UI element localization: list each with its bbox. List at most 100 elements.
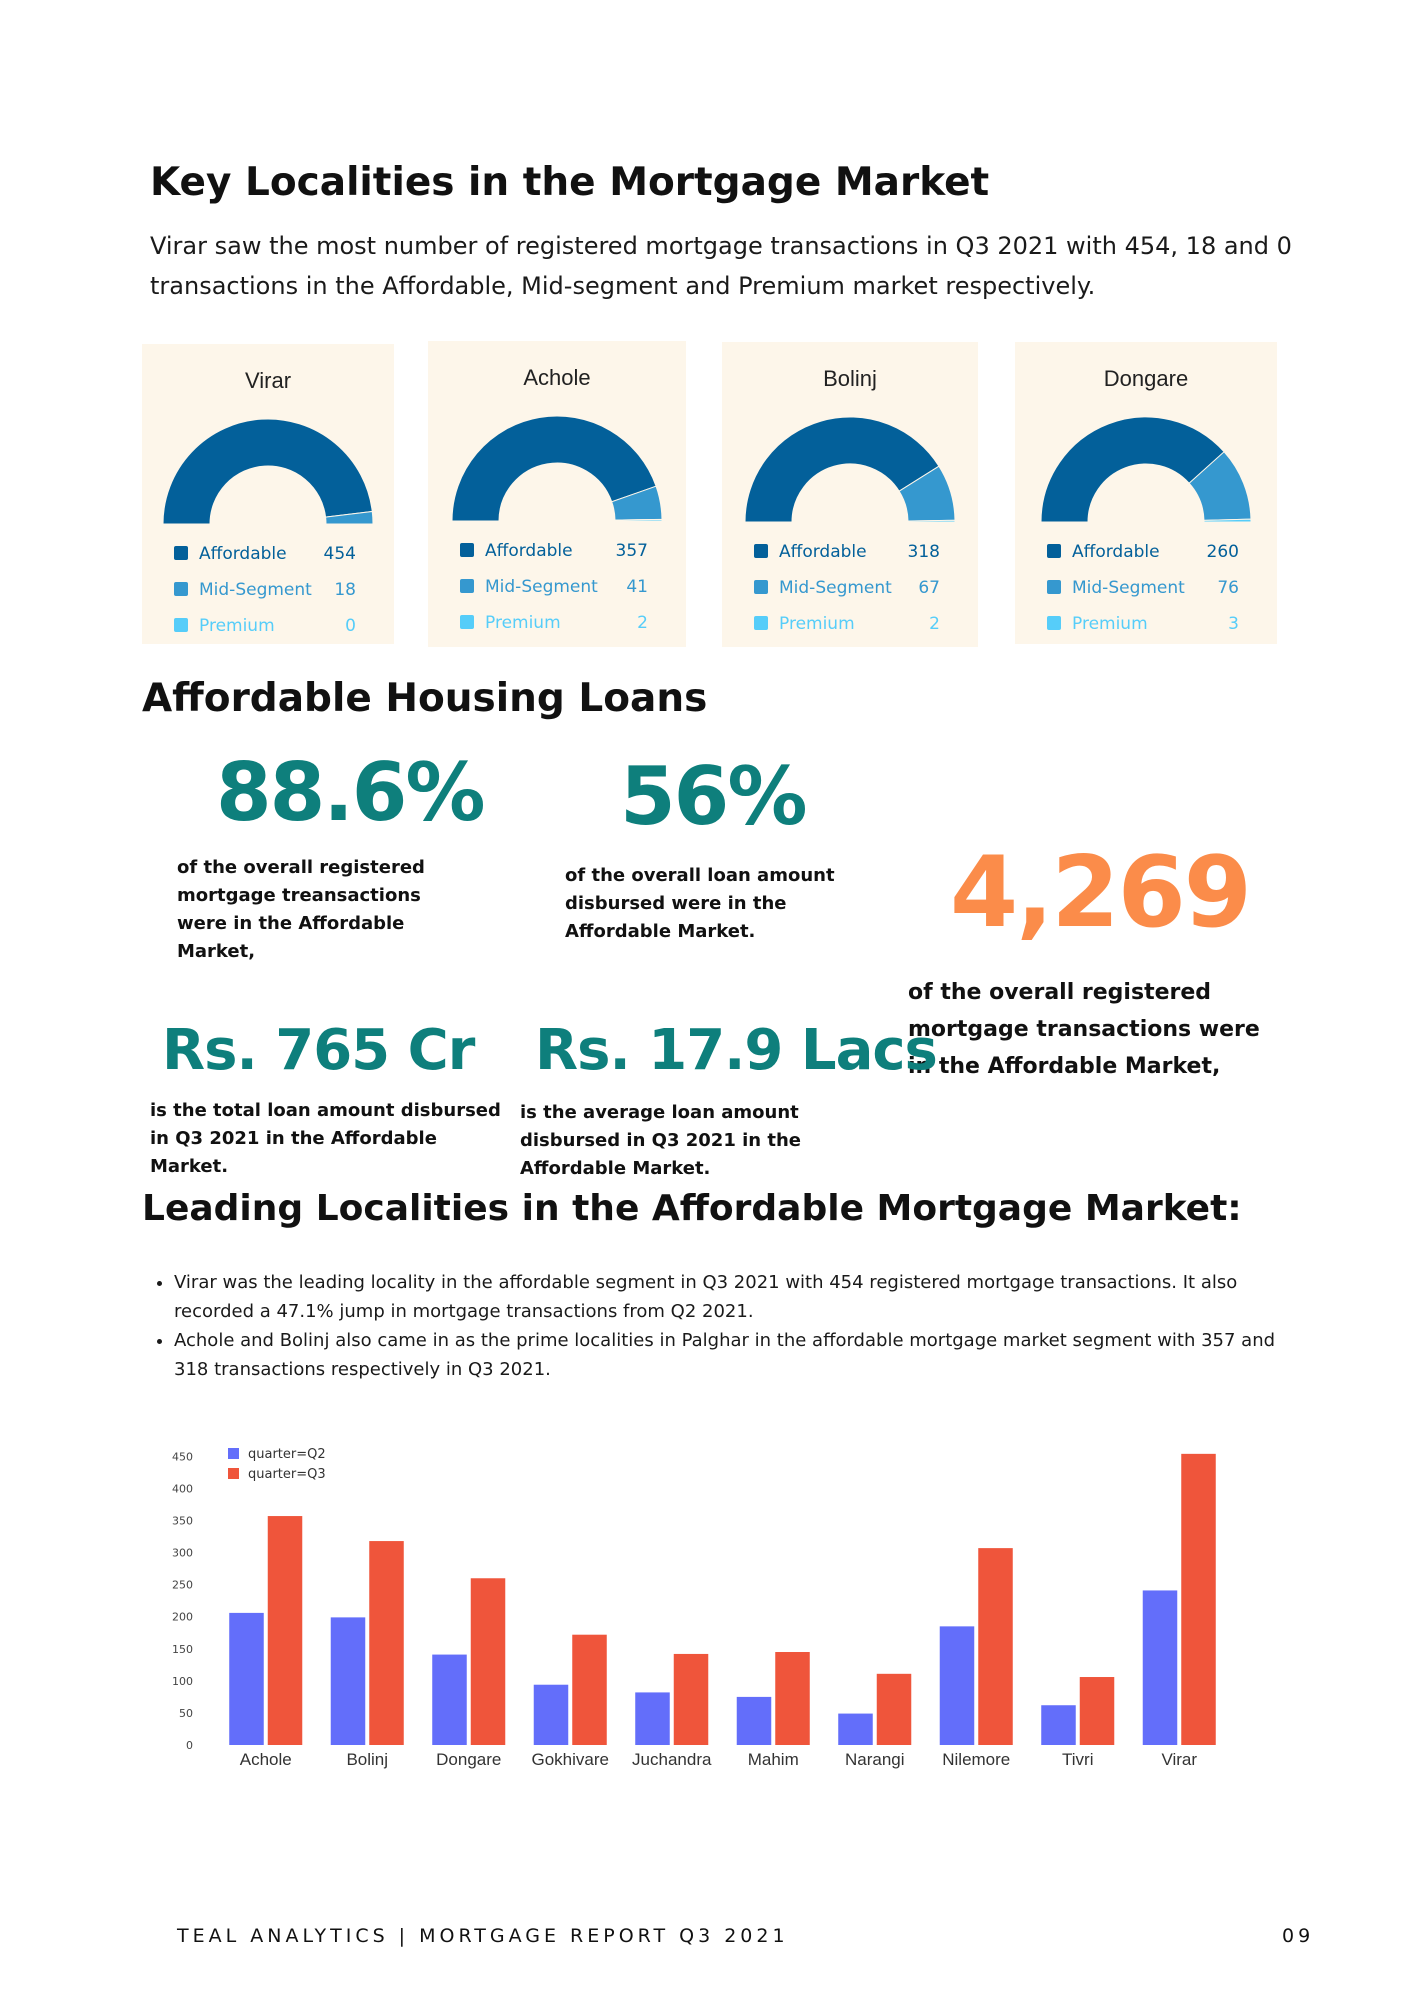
legend-value: 2 [637,613,648,633]
chart-legend-label: quarter=Q2 [248,1447,326,1462]
legend-swatch [754,544,768,558]
gauge-segment-premium [1203,518,1252,523]
locality-card: Virar Affordable 454 Mid-Segment 18 Premium 0 [142,344,394,644]
section-intro: Virar saw the most number of registered … [150,232,1292,300]
stat-text-share-transactions: of the overall registered mortgage trean… [177,857,425,962]
legend-label: Mid-Segment [779,578,892,598]
y-tick-label: 400 [172,1482,193,1495]
bar-nilemore-q3 [978,1548,1013,1745]
stat-text-total-loan: is the total loan amount disbursed in Q3… [150,1100,501,1177]
y-tick-label: 250 [172,1579,193,1592]
legend-swatch [754,616,768,630]
locality-card-title: Achole [523,365,590,390]
y-tick-label: 300 [172,1547,193,1560]
x-tick-label: Narangi [845,1750,905,1769]
bar-dongare-q2 [432,1654,467,1745]
bar-bolinj-q2 [330,1617,366,1745]
gauge-segment-affordable [1040,416,1225,523]
x-tick-label: Nilemore [942,1750,1010,1769]
x-tick-label: Mahim [748,1750,799,1769]
section-title-leading-localities: Leading Localities in the Affordable Mor… [142,1188,1242,1229]
legend-label: Premium [1072,614,1148,634]
bar-virar-q3 [1181,1453,1216,1745]
legend-value: 18 [334,580,356,600]
x-tick-label: Juchandra [632,1750,712,1769]
locality-card: Achole Affordable 357 Mid-Segment 41 Premium 2 [428,341,686,647]
locality-card: Bolinj Affordable 318 Mid-Segment 67 Premium 2 [722,342,978,647]
legend-value: 318 [908,542,940,562]
legend-value: 3 [1228,614,1239,634]
gauge-segment-premium [907,519,956,523]
bar-achole-q2 [229,1612,264,1745]
x-tick-label: Gokhivare [532,1750,609,1769]
legend-label: Affordable [199,544,287,564]
legend-label: Mid-Segment [1072,578,1185,598]
chart-legend-label: quarter=Q3 [248,1467,326,1482]
legend-swatch [174,618,188,632]
bar-juchandra-q3 [673,1653,709,1745]
bar-mahim-q3 [775,1652,810,1745]
bar-narangi-q2 [838,1713,873,1745]
legend-swatch [460,543,474,557]
footer-report-title: TEAL ANALYTICS | MORTGAGE REPORT Q3 2021 [177,1925,789,1947]
gauge-chart: Virar Affordable 454 Mid-Segment 18 Premium 0 [162,368,374,636]
stat-value-share-loan-amount: 56% [620,750,807,843]
stat-text-average-loan: is the average loan amount disbursed in … [520,1102,802,1179]
legend-value: 76 [1217,578,1239,598]
page-number: 09 [1282,1925,1315,1947]
bar-achole-q3 [267,1516,303,1745]
legend-label: Affordable [485,541,573,561]
y-tick-label: 450 [172,1450,193,1463]
legend-label: Affordable [1072,542,1160,562]
legend-swatch [1047,580,1061,594]
legend-value: 357 [616,541,648,561]
bar-virar-q2 [1142,1590,1178,1745]
locality-card-title: Virar [245,368,291,393]
legend-swatch [174,546,188,560]
legend-swatch [460,615,474,629]
bar-gokhivare-q2 [533,1684,569,1745]
y-tick-label: 350 [172,1515,193,1528]
legend-swatch [174,582,188,596]
x-tick-label: Achole [240,1750,292,1769]
y-tick-label: 200 [172,1611,193,1624]
bar-tivri-q2 [1041,1705,1076,1745]
gauge-segment-affordable [162,418,373,525]
legend-label: Mid-Segment [199,580,312,600]
gauge-chart: Dongare Affordable 260 Mid-Segment 76 Premium… [1040,366,1252,634]
y-tick-label: 150 [172,1643,193,1656]
locality-card: Dongare Affordable 260 Mid-Segment 76 Premium… [1015,342,1277,644]
bar-chart: 0 50 100 150 200 250 300 350 400 450 Achole Bolinj D… [172,1447,1216,1769]
legend-label: Premium [485,613,561,633]
legend-label: Premium [779,614,855,634]
stat-value-total-loan: Rs. 765 Cr [162,1018,475,1083]
bar-dongare-q3 [470,1578,506,1745]
legend-label: Mid-Segment [485,577,598,597]
gauge-segment-affordable [451,415,657,522]
legend-value: 67 [918,578,940,598]
gauge-segment-premium [614,518,663,522]
stat-text-transaction-count: of the overall registered mortgage trans… [908,980,1260,1079]
x-tick-label: Tivri [1062,1750,1093,1769]
bar-narangi-q3 [876,1673,912,1745]
legend-value: 260 [1207,542,1239,562]
legend-value: 2 [929,614,940,634]
locality-card-title: Dongare [1104,366,1188,391]
bar-tivri-q3 [1079,1677,1115,1745]
bullet-list: Virar was the leading locality in the af… [150,1268,1294,1384]
y-tick-label: 0 [186,1739,193,1752]
bar-bolinj-q3 [369,1541,404,1745]
x-tick-label: Bolinj [346,1750,388,1769]
bullet-item: Virar was the leading locality in the af… [174,1268,1294,1326]
y-tick-label: 50 [179,1707,193,1720]
legend-value: 41 [626,577,648,597]
stat-text-share-loan-amount: of the overall loan amount disbursed wer… [565,865,835,942]
chart-legend-swatch [228,1448,239,1459]
legend-value: 454 [324,544,356,564]
chart-legend-swatch [228,1468,239,1479]
legend-label: Affordable [779,542,867,562]
gauge-segment-affordable [744,416,940,523]
gauge-chart: Bolinj Affordable 318 Mid-Segment 67 Premium 2 [744,366,956,634]
stat-value-share-transactions: 88.6% [216,746,486,839]
x-tick-label: Virar [1161,1750,1197,1769]
